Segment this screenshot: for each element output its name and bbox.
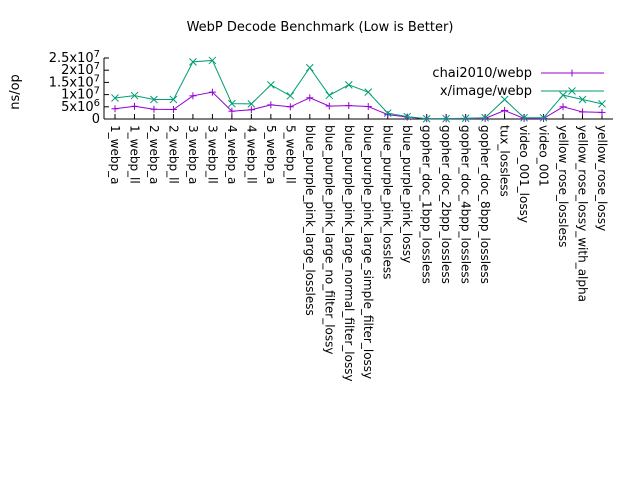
x-tick-label: video_001 [537, 125, 551, 187]
y-tick-label: 2.5x107 [49, 49, 100, 66]
data-point [169, 105, 177, 113]
x-tick-label: blue_purple_pink_large_simple_filter_los… [361, 125, 375, 379]
data-point [111, 94, 119, 102]
data-point [325, 91, 334, 100]
data-point [383, 109, 392, 117]
data-point [130, 102, 138, 110]
legend-marker [568, 69, 576, 77]
x-tick-label: blue_purple_pink_large_normal_filter_los… [342, 125, 356, 382]
data-point [598, 100, 606, 108]
data-point [598, 108, 606, 116]
legend: chai2010/webp x/image/webp [432, 66, 604, 99]
x-tick-label: blue_purple_pink_large_no_filter_lossy [322, 125, 336, 355]
x-tick-label: yellow_rose_lossy [595, 125, 609, 231]
data-point [403, 112, 412, 121]
data-point [461, 114, 470, 123]
data-point [345, 102, 353, 110]
x-tick-label: 3_webp_a [186, 125, 200, 184]
data-point [579, 108, 587, 116]
data-point [540, 115, 548, 123]
x-tick-label: 3_webp_ll [205, 125, 219, 184]
data-point [344, 80, 353, 89]
data-point [500, 95, 509, 104]
y-tick-label: 2x107 [61, 61, 100, 78]
series-1 [111, 88, 606, 123]
x-tick-label: yellow_rose_lossy_with_alpha [576, 125, 590, 302]
data-point [520, 113, 528, 122]
data-point [325, 102, 333, 110]
data-point [520, 115, 528, 123]
data-point [130, 91, 139, 100]
data-point [539, 113, 548, 122]
x-tick-label: 2_webp_ll [166, 125, 180, 184]
x-tick-label: blue_purple_pink_lossy [400, 125, 414, 263]
data-point [364, 88, 373, 97]
data-point [208, 56, 217, 65]
x-tick-label: 1_webp_a [108, 125, 122, 184]
data-point [228, 99, 236, 108]
data-point [247, 100, 256, 108]
x-tick-label: 1_webp_ll [127, 125, 141, 184]
data-point [305, 63, 314, 72]
x-tick-label: yellow_rose_lossless [556, 125, 570, 247]
chart-title: WebP Decode Benchmark (Low is Better) [187, 20, 454, 35]
data-point [111, 105, 119, 113]
data-point [228, 107, 236, 115]
y-tick-label: 0 [92, 112, 100, 127]
y-axis-label: ns/op [8, 74, 23, 110]
data-point [247, 106, 255, 114]
x-tick-label: gopher_doc_8bpp_lossless [478, 125, 492, 284]
x-tick-label: 4_webp_a [225, 125, 239, 184]
y-tick-label: 5x106 [61, 98, 100, 115]
data-point [286, 91, 295, 100]
data-point [208, 88, 216, 96]
series-layer [111, 56, 606, 123]
data-point [169, 95, 178, 104]
data-point [189, 58, 197, 66]
x-tick-label: 5_webp_a [264, 125, 278, 184]
data-point [559, 103, 567, 111]
data-point [442, 114, 451, 123]
series-line [114, 91, 603, 120]
data-point [189, 92, 197, 100]
data-point [384, 111, 392, 119]
legend-label: chai2010/webp [432, 66, 532, 81]
y-tick-label: 1x107 [61, 86, 100, 103]
x-tick-label: tux_lossless [498, 125, 512, 197]
data-point [578, 95, 587, 104]
x-tick-label: gopher_doc_2bpp_lossless [439, 125, 453, 284]
x-tick-label: 5_webp_ll [283, 125, 297, 184]
data-point [364, 103, 372, 111]
data-point [286, 103, 294, 111]
x-ticks: 1_webp_a 1_webp_ll 2_webp_a 2_webp_ll 3_webp… [108, 114, 609, 382]
data-point [150, 95, 158, 104]
x-tick-label: gopher_doc_1bpp_lossless [420, 125, 434, 284]
data-point [559, 91, 567, 99]
y-tick-label: 1.5x107 [49, 73, 100, 90]
data-point [501, 106, 509, 114]
legend-label: x/image/webp [440, 84, 532, 99]
series-2 [111, 56, 606, 123]
x-tick-label: blue_purple_pink_lossless [381, 125, 395, 279]
data-point [422, 114, 431, 123]
x-tick-label: blue_purple_pink_large_lossless [303, 125, 317, 316]
legend-marker [568, 87, 576, 95]
data-point [481, 113, 489, 122]
data-point [267, 101, 275, 109]
x-tick-label: gopher_doc_4bpp_lossless [459, 125, 473, 284]
data-point [150, 105, 158, 113]
data-point [266, 80, 275, 89]
data-point [481, 115, 489, 123]
x-tick-label: video_001_lossy [517, 125, 531, 223]
x-tick-label: 4_webp_ll [244, 125, 258, 184]
x-tick-label: 2_webp_a [147, 125, 161, 184]
data-point [306, 94, 314, 102]
